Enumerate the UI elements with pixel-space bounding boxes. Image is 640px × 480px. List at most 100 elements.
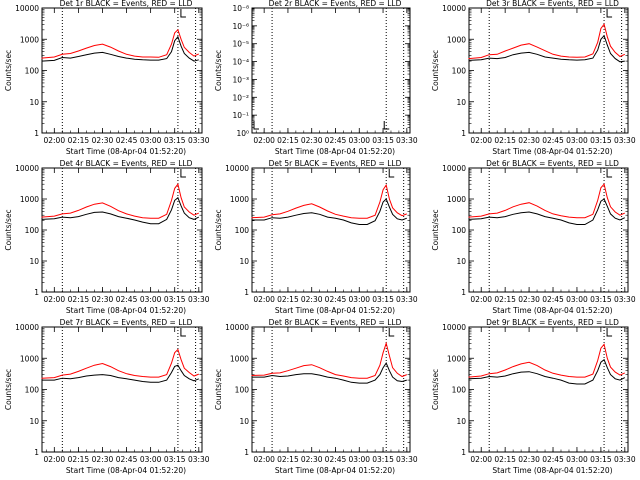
y-axis-label: Counts/sec xyxy=(431,369,440,410)
y-tick-label: 1 xyxy=(461,448,466,457)
y-tick-label: 10000 xyxy=(442,323,466,332)
series-line-lld xyxy=(468,183,626,219)
x-tick-label: 03:15 xyxy=(590,455,612,464)
x-axis-label: Start Time (08-Apr-04 01:52:20) xyxy=(492,147,612,156)
attenuator-flag-icon xyxy=(253,121,259,130)
x-tick-label: 02:30 xyxy=(518,136,540,145)
x-tick-label: 03:00 xyxy=(348,455,370,464)
y-tick-label: 100 xyxy=(235,226,250,235)
y-axis-label: Counts/sec xyxy=(214,369,223,410)
x-tick-label: 02:15 xyxy=(277,455,299,464)
y-tick-label: 100 xyxy=(452,67,467,76)
y-tick-label: 10000 xyxy=(225,323,249,332)
x-tick-label: 02:45 xyxy=(325,295,347,304)
y-tick-label: 10000 xyxy=(15,164,39,173)
y-tick-label: 10⁻⁶ xyxy=(232,22,249,31)
x-tick-label: 02:30 xyxy=(301,136,323,145)
series-line-events xyxy=(468,34,625,63)
x-tick-label: 02:00 xyxy=(470,136,492,145)
x-tick-label: 02:45 xyxy=(116,455,138,464)
x-tick-label: 03:30 xyxy=(396,295,418,304)
x-axis-label: Start Time (08-Apr-04 01:52:20) xyxy=(66,147,186,156)
x-axis-label: Start Time (08-Apr-04 01:52:20) xyxy=(275,147,395,156)
x-tick-label: 03:15 xyxy=(372,136,394,145)
x-tick-label: 02:30 xyxy=(518,295,540,304)
y-axis-label: Counts/sec xyxy=(4,50,13,91)
y-tick-label: 1000 xyxy=(20,195,39,204)
x-tick-label: 02:15 xyxy=(277,136,299,145)
x-tick-label: 03:30 xyxy=(614,455,636,464)
x-tick-label: 03:30 xyxy=(188,295,210,304)
x-axis-label: Start Time (08-Apr-04 01:52:20) xyxy=(275,466,395,475)
x-tick-label: 03:30 xyxy=(396,455,418,464)
x-tick-label: 03:15 xyxy=(590,295,612,304)
series-line-events xyxy=(251,362,407,384)
y-tick-label: 1000 xyxy=(447,195,466,204)
series-line-lld xyxy=(468,343,626,378)
x-tick-label: 02:15 xyxy=(277,295,299,304)
series-line-lld xyxy=(251,183,407,219)
series-line-events xyxy=(41,196,200,225)
attenuator-flag-icon xyxy=(606,328,613,337)
y-tick-label: 10 xyxy=(29,98,39,107)
y-axis-label: Counts/sec xyxy=(214,50,223,91)
attenuator-flag-icon xyxy=(180,169,186,178)
x-tick-label: 02:00 xyxy=(470,295,492,304)
y-tick-label: 1 xyxy=(34,448,39,457)
x-tick-label: 02:00 xyxy=(43,295,65,304)
y-tick-label: 1 xyxy=(244,288,249,297)
chart-title: Det 7r BLACK = Events, RED = LLD xyxy=(60,318,193,327)
y-tick-label: 100 xyxy=(452,226,467,235)
x-tick-label: 03:15 xyxy=(164,455,186,464)
series-line-events xyxy=(468,358,626,385)
series-line-events xyxy=(41,364,199,383)
y-axis-label: Counts/sec xyxy=(214,209,223,250)
x-tick-label: 02:15 xyxy=(68,295,90,304)
x-tick-label: 02:45 xyxy=(542,295,564,304)
chart-title: Det 5r BLACK = Events, RED = LLD xyxy=(269,159,402,168)
y-tick-label: 100 xyxy=(25,226,40,235)
series-line-lld xyxy=(468,23,626,60)
chart-title: Det 4r BLACK = Events, RED = LLD xyxy=(60,159,193,168)
attenuator-flag-icon xyxy=(383,121,390,130)
x-tick-label: 02:30 xyxy=(301,295,323,304)
attenuator-flag-icon xyxy=(180,328,186,337)
x-tick-label: 03:15 xyxy=(372,295,394,304)
y-axis-label: Counts/sec xyxy=(4,369,13,410)
series-line-events xyxy=(41,35,199,62)
y-tick-label: 1 xyxy=(34,129,39,138)
x-tick-label: 03:00 xyxy=(140,295,162,304)
x-tick-label: 02:00 xyxy=(253,295,275,304)
x-tick-label: 02:45 xyxy=(116,295,138,304)
x-tick-label: 03:00 xyxy=(140,455,162,464)
x-tick-label: 03:00 xyxy=(140,136,162,145)
y-tick-label: 10⁻² xyxy=(232,93,249,102)
y-tick-label: 1000 xyxy=(20,354,39,363)
y-tick-label: 10 xyxy=(29,417,39,426)
attenuator-flag-icon xyxy=(388,169,395,178)
y-tick-label: 1 xyxy=(461,129,466,138)
x-tick-label: 02:00 xyxy=(470,455,492,464)
series-line-lld xyxy=(41,348,199,379)
x-tick-label: 03:15 xyxy=(590,136,612,145)
y-axis-label: Counts/sec xyxy=(431,50,440,91)
plot-frame xyxy=(251,7,411,134)
y-tick-label: 100 xyxy=(452,386,467,395)
series-line-lld xyxy=(41,28,200,59)
y-tick-label: 1000 xyxy=(230,195,249,204)
x-tick-label: 02:45 xyxy=(325,136,347,145)
x-tick-label: 03:30 xyxy=(614,295,636,304)
x-tick-label: 03:15 xyxy=(372,455,394,464)
series-line-lld xyxy=(41,183,200,219)
attenuator-flag-icon xyxy=(606,169,613,178)
series-line-events xyxy=(251,198,407,225)
x-tick-label: 03:30 xyxy=(614,136,636,145)
x-tick-label: 03:15 xyxy=(164,295,186,304)
x-tick-label: 02:15 xyxy=(494,295,516,304)
chart-title: Det 2r BLACK = Events, RED = LLD xyxy=(269,0,402,8)
